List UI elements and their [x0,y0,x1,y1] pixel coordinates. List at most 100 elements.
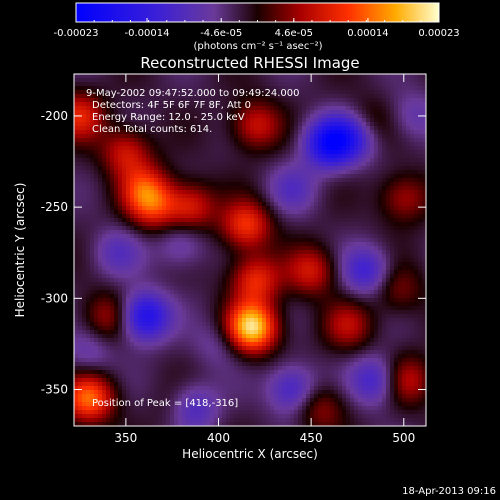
heatmap-cell [166,378,171,383]
heatmap-cell [86,270,91,275]
heatmap-cell [178,366,183,371]
heatmap-cell [94,90,99,95]
heatmap-cell [178,118,183,123]
heatmap-cell [82,214,87,219]
heatmap-cell [122,354,127,359]
heatmap-cell [278,366,283,371]
heatmap-cell [206,142,211,147]
heatmap-cell [250,90,255,95]
heatmap-cell [298,86,303,91]
heatmap-cell [266,150,271,155]
heatmap-cell [226,146,231,151]
heatmap-cell [230,418,235,423]
heatmap-cell [90,326,95,331]
heatmap-cell [142,234,147,239]
heatmap-cell [182,298,187,303]
heatmap-cell [226,206,231,211]
heatmap-cell [78,366,83,371]
heatmap-cell [270,370,275,375]
heatmap-cell [266,98,271,103]
heatmap-cell [282,190,287,195]
heatmap-cell [194,274,199,279]
heatmap-cell [206,230,211,235]
heatmap-cell [166,298,171,303]
heatmap-cell [158,314,163,319]
heatmap-cell [290,186,295,191]
heatmap-cell [230,334,235,339]
heatmap-cell [210,154,215,159]
heatmap-cell [206,338,211,343]
heatmap-cell [94,354,99,359]
heatmap-cell [234,262,239,267]
heatmap-cell [258,222,263,227]
heatmap-cell [282,394,287,399]
heatmap-cell [266,198,271,203]
heatmap-cell [138,402,143,407]
heatmap-cell [170,302,175,307]
heatmap-cell [74,178,79,183]
heatmap-cell [150,90,155,95]
heatmap-cell [74,270,79,275]
heatmap-cell [138,186,143,191]
heatmap-cell [118,326,123,331]
heatmap-cell [218,326,223,331]
heatmap-cell [222,238,227,243]
heatmap-cell [130,106,135,111]
heatmap-cell [258,174,263,179]
heatmap-cell [166,106,171,111]
heatmap-cell [162,238,167,243]
heatmap-cell [134,130,139,135]
heatmap-cell [278,266,283,271]
heatmap-cell [106,314,111,319]
heatmap-cell [250,410,255,415]
heatmap-cell [154,214,159,219]
heatmap-cell [74,230,79,235]
heatmap-cell [202,202,207,207]
heatmap-cell [230,74,235,79]
heatmap-cell [258,146,263,151]
heatmap-cell [234,150,239,155]
heatmap-cell [118,194,123,199]
heatmap-cell [130,218,135,223]
heatmap-cell [154,334,159,339]
heatmap-cell [234,90,239,95]
heatmap-cell [278,142,283,147]
heatmap-cell [182,334,187,339]
heatmap-cell [218,222,223,227]
heatmap-cell [242,418,247,423]
heatmap-cell [102,202,107,207]
heatmap-cell [286,138,291,143]
heatmap-cell [218,278,223,283]
heatmap-cell [150,398,155,403]
heatmap-cell [126,382,131,387]
heatmap-cell [230,222,235,227]
heatmap-cell [114,278,119,283]
heatmap-cell [170,250,175,255]
heatmap-cell [138,298,143,303]
heatmap-cell [170,82,175,87]
heatmap-cell [218,290,223,295]
heatmap-cell [206,254,211,259]
heatmap-cell [294,218,299,223]
heatmap-cell [122,254,127,259]
heatmap-cell [154,318,159,323]
heatmap-cell [146,398,151,403]
heatmap-cell [226,342,231,347]
heatmap-cell [206,310,211,315]
heatmap-cell [210,314,215,319]
heatmap-cell [254,158,259,163]
heatmap-cell [98,214,103,219]
heatmap-cell [134,406,139,411]
heatmap-cell [226,274,231,279]
heatmap-cell [262,150,267,155]
heatmap-cell [182,134,187,139]
heatmap-cell [186,282,191,287]
heatmap-cell [234,370,239,375]
heatmap-cell [282,346,287,351]
heatmap-cell [214,230,219,235]
heatmap-cell [190,318,195,323]
heatmap-cell [286,270,291,275]
heatmap-cell [110,186,115,191]
heatmap-cell [202,398,207,403]
heatmap-cell [106,186,111,191]
